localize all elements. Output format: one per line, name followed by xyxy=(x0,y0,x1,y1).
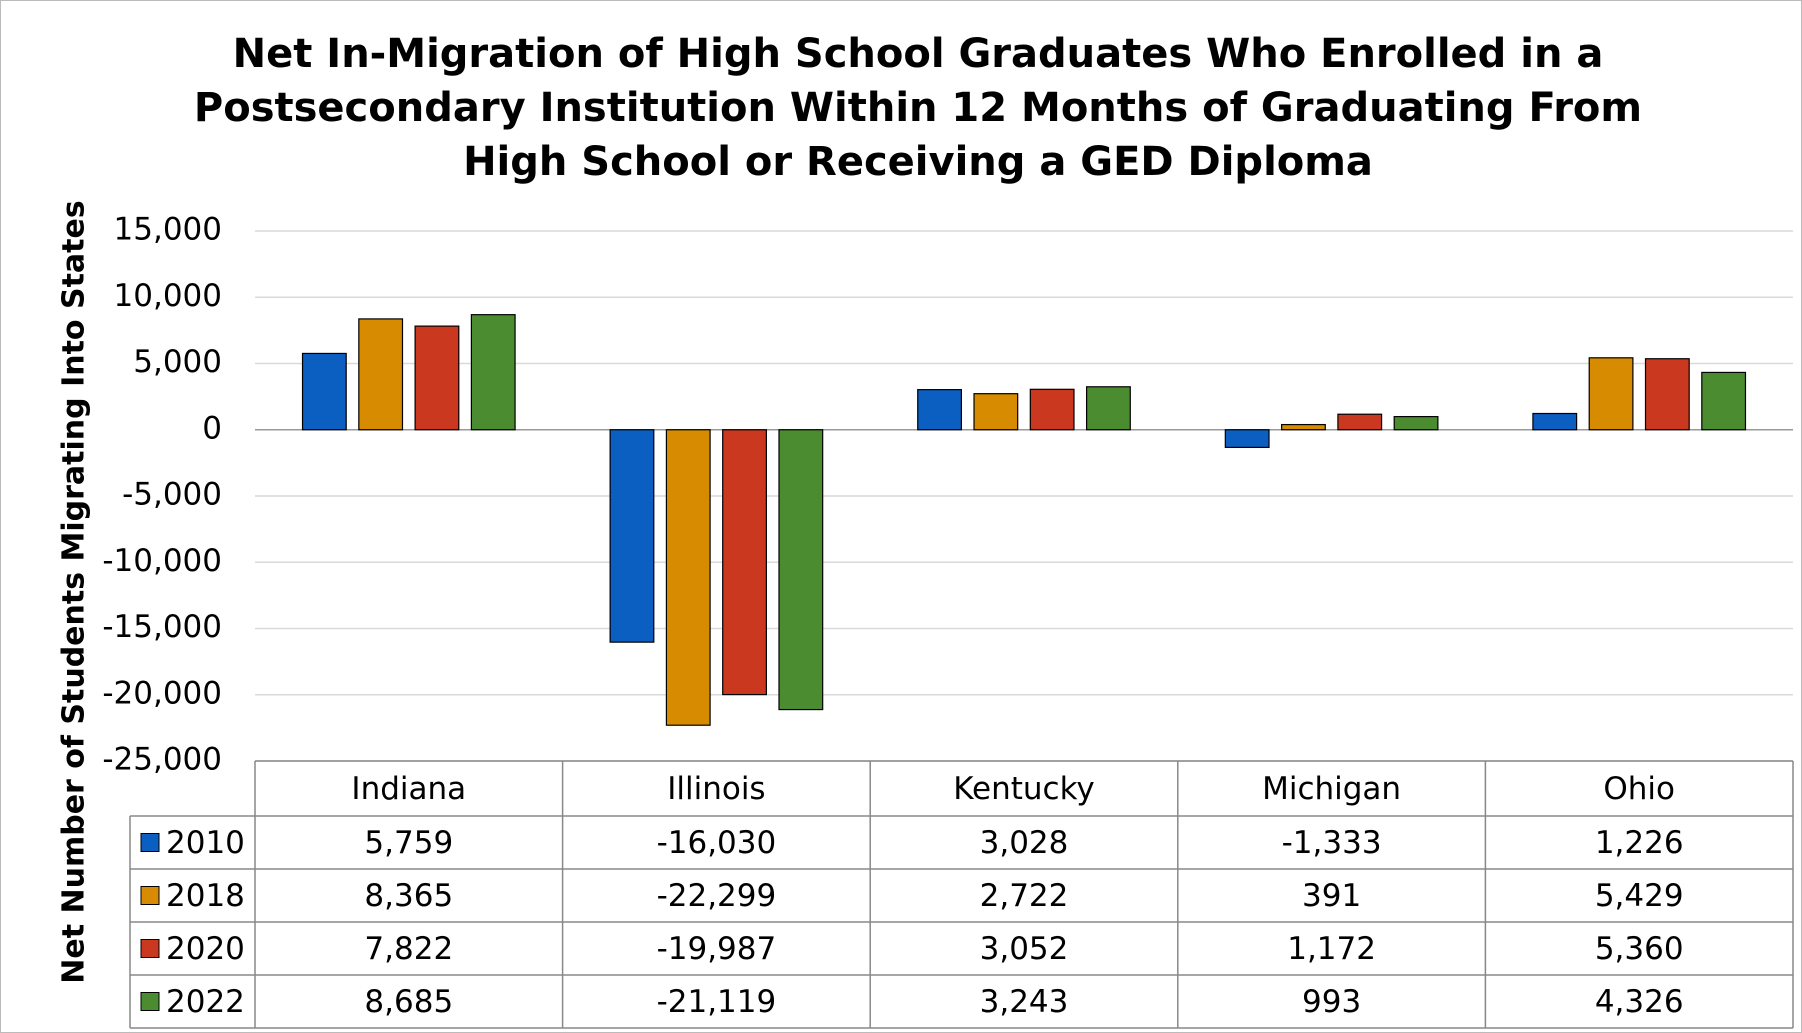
y-tick-label: 10,000 xyxy=(114,278,222,314)
legend-swatch xyxy=(140,833,160,852)
x-tick-label: Michigan xyxy=(1262,771,1401,807)
bar xyxy=(414,325,460,431)
bar xyxy=(973,393,1019,431)
table-value: 4,326 xyxy=(1595,984,1684,1020)
table-value: 7,822 xyxy=(364,931,453,967)
bar xyxy=(722,429,767,696)
legend-swatch xyxy=(140,886,160,905)
x-tick-label: Ohio xyxy=(1603,771,1675,807)
y-tick-label: -25,000 xyxy=(102,742,222,778)
bar xyxy=(665,429,711,726)
bar xyxy=(470,314,516,431)
table-value: 391 xyxy=(1302,878,1361,914)
bar xyxy=(1337,413,1383,431)
bar xyxy=(301,352,347,431)
x-tick-label: Kentucky xyxy=(953,771,1095,807)
table-value: 5,360 xyxy=(1595,931,1684,967)
table-value: 3,243 xyxy=(980,984,1069,1020)
y-tick-label: -15,000 xyxy=(102,609,222,645)
table-value: -19,987 xyxy=(657,931,777,967)
table-value: 1,172 xyxy=(1287,931,1376,967)
y-tick-label: 0 xyxy=(202,410,222,446)
y-tick-label: -5,000 xyxy=(122,477,222,513)
y-tick-label: 5,000 xyxy=(133,344,222,380)
bar xyxy=(1224,429,1270,449)
legend-swatch xyxy=(140,992,160,1011)
legend-label: 2022 xyxy=(166,984,245,1020)
table-value: 3,052 xyxy=(980,931,1069,967)
table-value: 5,759 xyxy=(364,825,453,861)
table-value: -1,333 xyxy=(1282,825,1382,861)
bar xyxy=(778,429,824,711)
bar xyxy=(917,389,963,431)
table-value: -21,119 xyxy=(657,984,777,1020)
chart-title: High School or Receiving a GED Diploma xyxy=(463,139,1373,185)
x-tick-label: Indiana xyxy=(351,771,466,807)
table-value: 3,028 xyxy=(980,825,1069,861)
bar xyxy=(609,429,655,643)
legend-swatch xyxy=(140,939,160,958)
chart-title: Net In-Migration of High School Graduate… xyxy=(233,31,1604,77)
table-value: 993 xyxy=(1302,984,1361,1020)
y-tick-label: -20,000 xyxy=(102,675,222,711)
table-value: -16,030 xyxy=(657,825,777,861)
legend-label: 2018 xyxy=(166,878,245,914)
bar xyxy=(1588,357,1634,431)
table-value: 5,429 xyxy=(1595,878,1684,914)
table-value: 1,226 xyxy=(1595,825,1684,861)
x-tick-label: Illinois xyxy=(667,771,765,807)
legend-label: 2020 xyxy=(166,931,245,967)
table-value: 8,365 xyxy=(364,878,453,914)
y-axis-label: Net Number of Students Migrating Into St… xyxy=(57,200,92,983)
bar xyxy=(1085,386,1131,431)
bar xyxy=(1701,371,1747,431)
bar xyxy=(1532,412,1578,431)
bar xyxy=(1281,423,1326,431)
table-value: 8,685 xyxy=(364,984,453,1020)
bar xyxy=(1644,358,1690,431)
chart-title: Postsecondary Institution Within 12 Mont… xyxy=(194,85,1642,131)
legend-label: 2010 xyxy=(166,825,245,861)
bar xyxy=(1029,388,1075,431)
table-value: 2,722 xyxy=(980,878,1069,914)
y-tick-label: -10,000 xyxy=(102,543,222,579)
bar xyxy=(1393,415,1439,431)
table-value: -22,299 xyxy=(657,878,777,914)
bar xyxy=(358,318,404,431)
y-tick-label: 15,000 xyxy=(114,212,222,248)
